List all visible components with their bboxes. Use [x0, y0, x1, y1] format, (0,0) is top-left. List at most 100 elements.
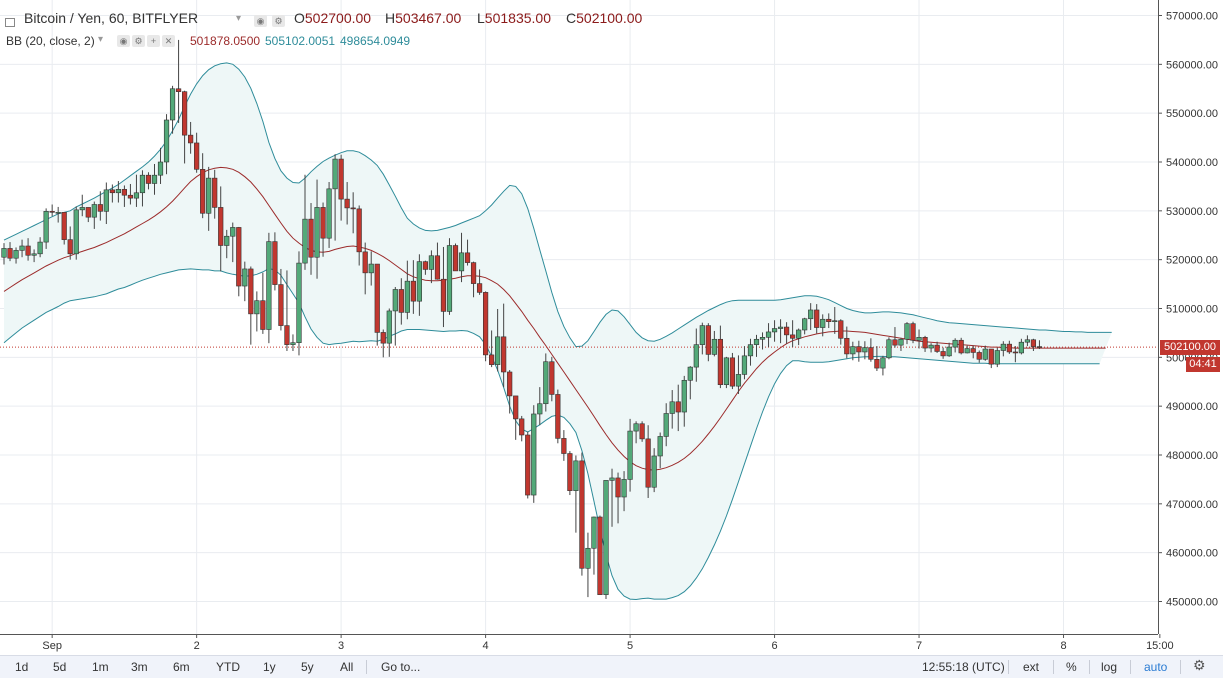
timeframe-1y[interactable]: 1y	[263, 660, 276, 674]
candle-body	[43, 211, 49, 243]
auto-toggle[interactable]: auto	[1144, 660, 1168, 674]
candle-body	[513, 395, 519, 420]
candle-body	[922, 337, 928, 349]
candle-body	[302, 218, 308, 264]
y-tick-label: 550000.00	[1166, 108, 1218, 120]
indicator-eye-icon[interactable]: ◉	[117, 34, 130, 47]
bb-upper-line	[3, 62, 1112, 348]
candle-body	[820, 318, 826, 328]
candle-body	[314, 207, 320, 258]
candle-body	[639, 423, 645, 440]
candle-body	[404, 280, 410, 313]
candle-body	[218, 207, 224, 246]
candle-body	[633, 423, 639, 432]
candle-body	[49, 211, 55, 213]
candle-body	[693, 344, 699, 368]
price-chart[interactable]: 450000.00 460000.00 470000.00 480000.00 4900…	[0, 0, 1223, 655]
timeframe-6m[interactable]: 6m	[173, 660, 190, 674]
candle-body	[73, 209, 79, 255]
candle-body	[31, 253, 37, 256]
candle-body	[374, 263, 380, 333]
symbol-dropdown-icon[interactable]: ▾	[236, 13, 242, 24]
indicator-name[interactable]: BB (20, close, 2)	[6, 34, 95, 48]
legend-eye-icon[interactable]: ◉	[254, 12, 269, 28]
candle-body	[464, 252, 471, 263]
bb-lower-line	[3, 267, 1100, 601]
y-tick-label: 480000.00	[1166, 450, 1218, 462]
candle-body	[723, 357, 729, 385]
settings-gear-icon[interactable]: ⚙	[1193, 657, 1206, 673]
timeframe-1d[interactable]: 1d	[15, 660, 29, 674]
timeframe-all[interactable]: All	[340, 660, 354, 674]
legend-settings-icon[interactable]: ⚙	[272, 12, 287, 28]
candle-body	[958, 339, 964, 354]
candle-body	[543, 361, 549, 405]
candle-body	[1000, 343, 1006, 351]
candle-body	[874, 358, 880, 369]
candle-body	[687, 366, 693, 381]
candle-body	[392, 289, 398, 312]
timeframe-5y[interactable]: 5y	[301, 660, 314, 674]
candle-body	[561, 438, 567, 454]
candle-body	[741, 355, 748, 375]
candle-body	[1030, 339, 1037, 347]
open-value: O502700.00	[294, 10, 372, 26]
candle-body	[91, 204, 97, 218]
candle-body	[320, 207, 326, 239]
timeframe-1m[interactable]: 1m	[92, 660, 109, 674]
candle-body	[169, 88, 176, 121]
percent-toggle[interactable]: %	[1066, 660, 1077, 674]
candle-body	[657, 436, 663, 457]
candle-body	[910, 323, 916, 341]
candle-body	[675, 401, 681, 413]
timeframe-3m[interactable]: 3m	[131, 660, 148, 674]
candle-body	[501, 336, 507, 373]
log-toggle[interactable]: log	[1101, 660, 1118, 674]
candle-body	[1036, 346, 1043, 348]
timeframe-ytd[interactable]: YTD	[216, 660, 240, 674]
timeframe-5d[interactable]: 5d	[53, 660, 67, 674]
candle-body	[434, 255, 441, 280]
x-tick-label: 2	[194, 640, 200, 652]
y-tick-label: 560000.00	[1166, 59, 1218, 71]
candle-body	[188, 134, 194, 144]
candle-body	[422, 261, 429, 270]
ext-toggle[interactable]: ext	[1023, 660, 1040, 674]
candle-body	[194, 142, 200, 170]
indicator-settings-icon[interactable]: ⚙	[132, 34, 145, 47]
candle-body	[151, 174, 158, 184]
candle-body	[916, 337, 922, 341]
candle-body	[928, 344, 934, 349]
candle-body	[886, 339, 892, 359]
candle-body	[615, 477, 621, 498]
bar-countdown: 04:41	[1186, 357, 1220, 372]
symbol-icon	[5, 14, 15, 30]
x-tick-label: 8	[1060, 640, 1066, 652]
candle-body	[139, 174, 146, 194]
toolbar-divider	[1180, 660, 1181, 674]
indicator-add-icon[interactable]: +	[147, 34, 160, 47]
candle-body	[254, 300, 260, 315]
indicator-dropdown-icon[interactable]: ▾	[98, 34, 104, 45]
candle-body	[982, 348, 988, 360]
candle-body	[603, 480, 609, 595]
candle-body	[284, 325, 290, 345]
candle-body	[802, 318, 808, 331]
candle-body	[380, 332, 386, 344]
goto-button[interactable]: Go to...	[381, 660, 421, 674]
candle-body	[67, 239, 73, 255]
candle-body	[567, 453, 573, 491]
candle-body	[25, 245, 31, 256]
candle-body	[368, 263, 374, 274]
candle-body	[452, 245, 459, 272]
toolbar-divider	[1053, 660, 1054, 674]
candle-body	[808, 309, 814, 320]
candle-body	[308, 218, 314, 258]
toolbar-divider	[1008, 660, 1009, 674]
clock-time[interactable]: 12:55:18 (UTC)	[922, 660, 1005, 674]
indicator-buttons[interactable]: ◉ ⚙ + ✕	[117, 33, 177, 47]
bb-lower-value: 498654.0949	[340, 34, 411, 48]
symbol-title[interactable]: Bitcoin / Yen, 60, BITFLYER	[24, 10, 199, 26]
indicator-close-icon[interactable]: ✕	[162, 34, 175, 47]
candle-body	[651, 455, 657, 488]
